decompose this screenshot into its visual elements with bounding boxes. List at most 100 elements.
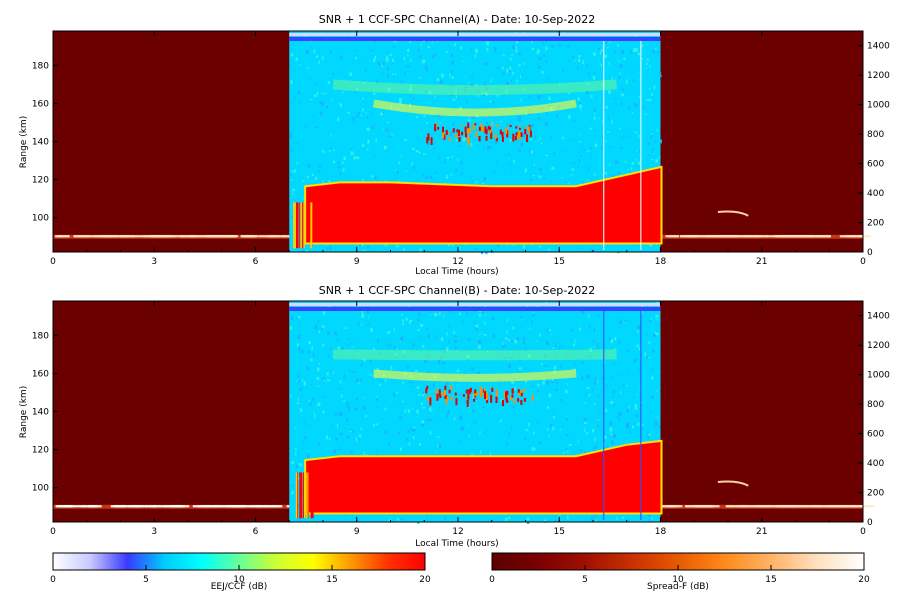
speckle [529, 149, 532, 153]
echo-speck [426, 385, 429, 390]
speckle [392, 392, 396, 397]
speckle [655, 301, 658, 305]
eej-spike [300, 472, 303, 519]
speckle [299, 463, 302, 467]
y-tick-label: 120 [32, 446, 49, 456]
speckle [339, 103, 343, 107]
speckle [618, 75, 621, 80]
speckle [478, 340, 482, 344]
night-trace-mark [90, 235, 99, 238]
speckle [624, 320, 627, 323]
speckle [443, 314, 445, 319]
speckle [437, 436, 440, 438]
speckle [557, 335, 560, 337]
speckle [650, 317, 652, 322]
y-tick-label: 100 [32, 214, 49, 224]
speckle [641, 309, 643, 314]
speckle [331, 424, 333, 426]
night-trace-mark [757, 505, 774, 508]
echo-speck [467, 122, 470, 129]
speckle [318, 442, 321, 446]
speckle [463, 349, 466, 351]
speckle [594, 48, 597, 51]
speckle [317, 170, 320, 173]
speckle [654, 421, 658, 426]
speckle [538, 57, 542, 60]
eej-spike [310, 202, 313, 249]
speckle [408, 442, 411, 446]
y-tick-label: 140 [32, 138, 49, 148]
speckle [439, 158, 441, 161]
speckle [458, 247, 461, 250]
speckle [608, 337, 612, 341]
speckle [553, 365, 557, 370]
speckle [561, 136, 564, 140]
echo-speck [495, 137, 498, 142]
speckle [356, 115, 359, 118]
speckle [323, 396, 327, 398]
speckle [620, 391, 622, 395]
eej-spike [295, 472, 298, 519]
speckle [546, 427, 549, 431]
speckle [360, 363, 363, 367]
speckle [364, 414, 367, 418]
speckle [475, 48, 479, 53]
speckle [411, 408, 414, 410]
speckle [598, 394, 601, 397]
speckle [650, 134, 653, 139]
echo-speck [450, 396, 453, 401]
speckle [393, 401, 395, 403]
speckle [658, 324, 660, 326]
night-trace-mark [695, 235, 712, 238]
speckle [423, 153, 426, 155]
speckle [512, 45, 515, 50]
speckle [416, 409, 419, 414]
speckle [333, 449, 336, 454]
speckle [445, 349, 449, 352]
echo-speck [426, 396, 429, 400]
speckle [345, 418, 349, 422]
speckle [645, 67, 647, 70]
speckle [633, 94, 636, 96]
speckle [310, 358, 313, 362]
speckle [405, 437, 409, 441]
speckle [562, 69, 564, 73]
panel-a-axes: 0 3 6 9 12 15 18 21 0 100 120 140 160 180 0 200 400 600 80… [32, 30, 890, 267]
speckle [300, 349, 304, 354]
speckle [290, 80, 293, 85]
speckle [292, 192, 294, 195]
speckle [409, 95, 412, 98]
speckle [361, 310, 364, 314]
speckle [641, 424, 644, 427]
speckle [577, 66, 579, 70]
echo-speck [512, 133, 515, 142]
speckle [655, 427, 657, 429]
speckle [367, 139, 370, 144]
speckle [419, 248, 422, 252]
speckle [631, 425, 634, 429]
speckle [629, 430, 631, 434]
speckle [641, 44, 644, 48]
speckle [573, 80, 575, 83]
echo-speck [506, 390, 509, 395]
speckle [440, 337, 444, 341]
night-trace-mark [684, 505, 702, 508]
speckle [346, 435, 350, 439]
speckle [482, 311, 485, 314]
y2-tick-label: 1400 [867, 312, 890, 322]
speckle [294, 169, 297, 173]
speckle [412, 322, 415, 324]
speckle [329, 437, 331, 441]
speckle [621, 516, 625, 519]
speckle [625, 79, 628, 84]
speckle [601, 516, 603, 518]
echo-arc-inner [373, 369, 577, 382]
speckle [406, 65, 410, 68]
speckle [512, 244, 515, 246]
speckle [329, 301, 333, 304]
speckle [483, 429, 485, 431]
speckle [649, 64, 651, 68]
speckle [456, 369, 460, 372]
speckle [396, 518, 400, 521]
speckle [538, 137, 541, 140]
